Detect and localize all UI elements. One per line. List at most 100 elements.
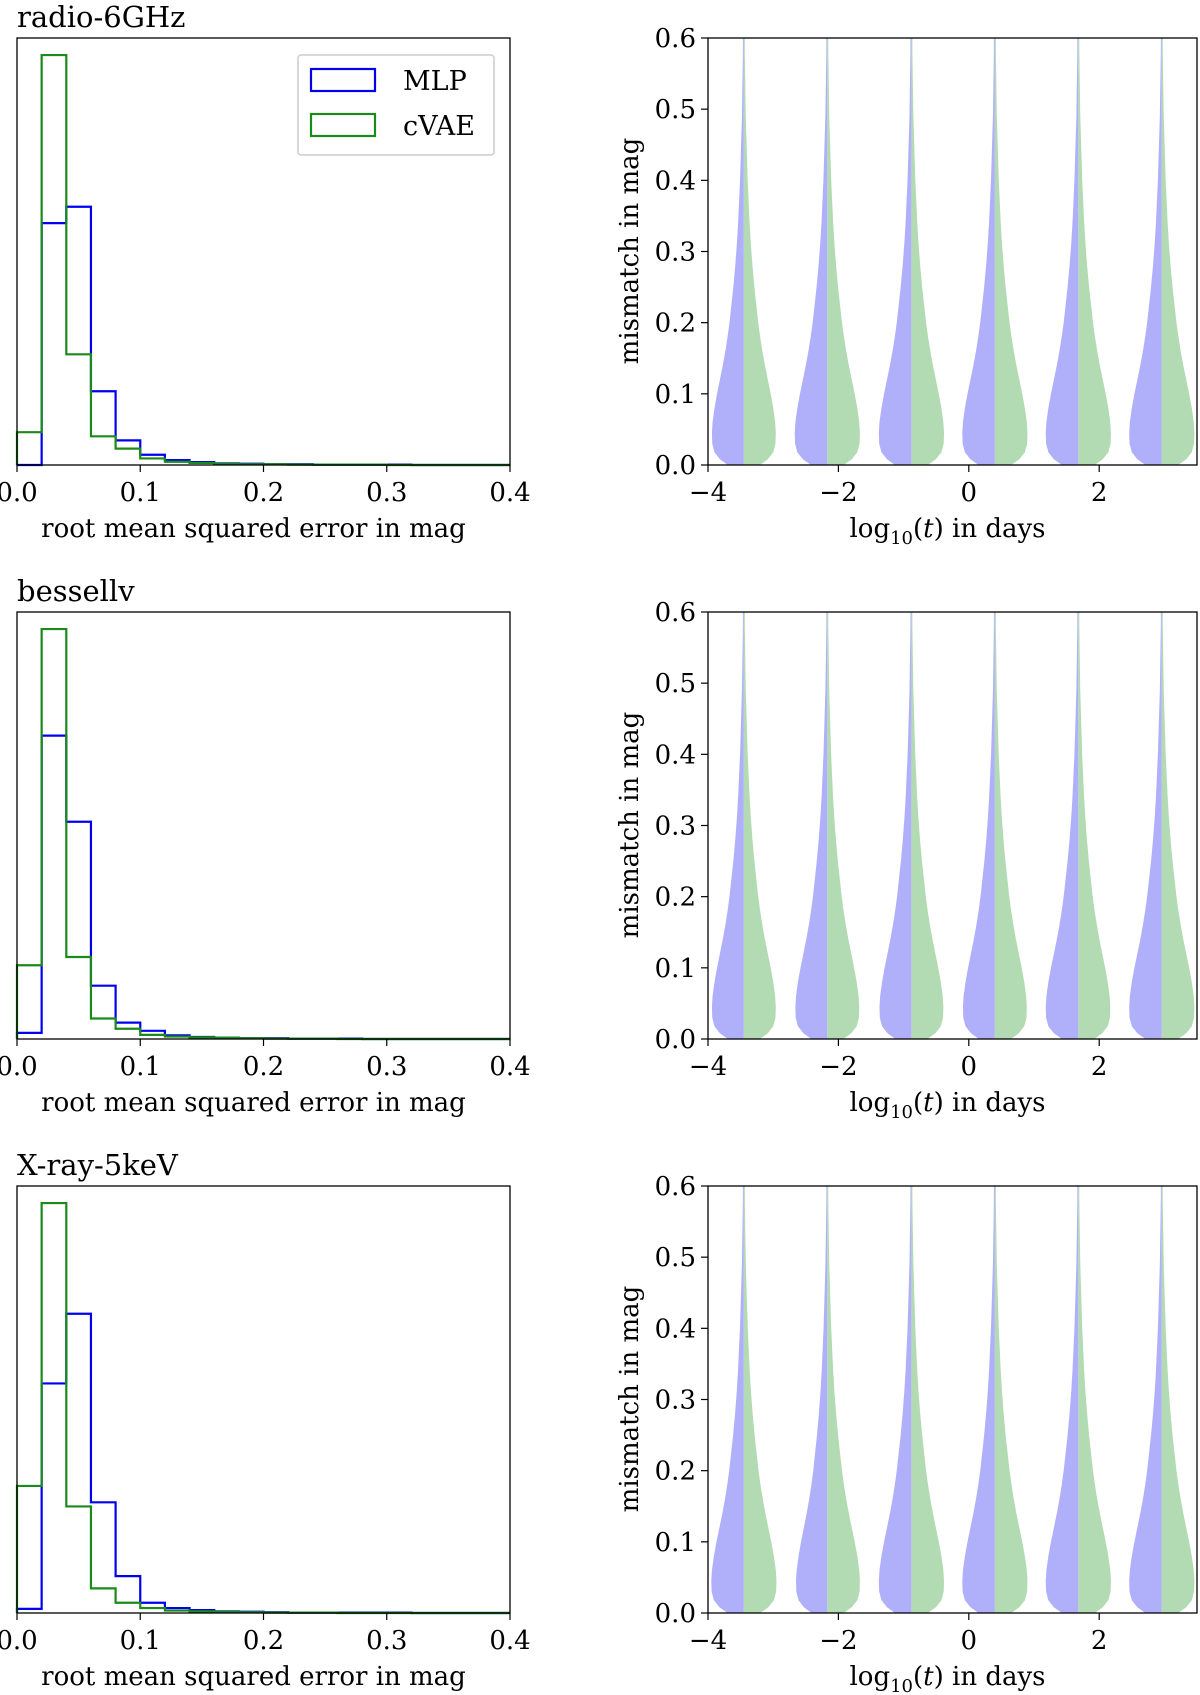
- x-axis-label: log10(t) in days: [849, 1088, 1045, 1123]
- axes-frame: [707, 37, 1198, 466]
- x-tick-label: −2: [819, 1626, 857, 1656]
- histogram-panel: X-ray-5keV 0.0 0.1 0.2 0.3 0.4 root mean squar…: [0, 1148, 531, 1692]
- y-tick-label: 0.6: [655, 24, 696, 54]
- y-tick-label: 0.5: [655, 1243, 696, 1273]
- violin-cvae: [827, 38, 860, 465]
- legend-box: [297, 54, 495, 156]
- x-axis-label: root mean squared error in mag: [41, 1662, 466, 1692]
- violin-cvae: [994, 1186, 1028, 1613]
- x-axis-label: log10(t) in days: [849, 514, 1045, 549]
- x-axis-label: root mean squared error in mag: [41, 514, 466, 544]
- violin-panel: 0.0 0.1 0.2 0.3 0.4 0.5 0.6 −4 −2 0 2 mismatch in m…: [615, 24, 1198, 549]
- x-tick-label: −4: [689, 1052, 727, 1082]
- violin-cvae: [827, 1186, 860, 1613]
- histogram-panel: radio-6GHz 0.0 0.1 0.2 0.3 0.4 root mean squar…: [0, 0, 531, 544]
- x-tick-label: 0.2: [243, 478, 284, 508]
- x-tick-label: 0.4: [489, 478, 530, 508]
- x-tick-label: 0: [961, 1052, 978, 1082]
- violin-cvae: [1078, 1186, 1111, 1613]
- violin-cvae: [743, 38, 776, 465]
- violin-mlp: [879, 612, 912, 1039]
- y-axis-label: mismatch in mag: [615, 1286, 645, 1513]
- violin-cvae: [743, 612, 776, 1039]
- y-tick-label: 0.3: [655, 238, 696, 268]
- y-tick-label: 0.5: [655, 95, 696, 125]
- x-tick-label: 0.0: [0, 478, 38, 508]
- y-tick-label: 0.0: [655, 1599, 696, 1629]
- violin-mlp: [794, 38, 828, 465]
- y-axis-label: mismatch in mag: [615, 138, 645, 365]
- violin-cvae: [911, 1186, 945, 1613]
- y-tick-label: 0.2: [655, 1457, 696, 1487]
- y-tick-label: 0.0: [655, 1025, 696, 1055]
- x-tick-label: 0.3: [366, 1626, 407, 1656]
- legend-swatch-mlp: [309, 67, 377, 93]
- violin-mlp: [796, 1186, 828, 1613]
- y-tick-label: 0.6: [655, 598, 696, 628]
- violin-mlp: [711, 38, 744, 465]
- y-tick-label: 0.3: [655, 1386, 696, 1416]
- violin-mlp: [1129, 1186, 1162, 1613]
- y-tick-label: 0.0: [655, 451, 696, 481]
- x-tick-label: −4: [689, 478, 727, 508]
- violin-cvae: [994, 612, 1027, 1039]
- x-tick-label: 0.1: [120, 478, 161, 508]
- violin-cvae: [743, 1186, 777, 1613]
- violin-mlp: [1129, 612, 1162, 1039]
- x-tick-label: 0.1: [120, 1052, 161, 1082]
- x-axis-label: root mean squared error in mag: [41, 1088, 466, 1118]
- panel-title: bessellv: [17, 574, 135, 608]
- violin-mlp: [1129, 38, 1162, 465]
- y-tick-label: 0.4: [655, 740, 696, 770]
- x-axis-label: log10(t) in days: [849, 1662, 1045, 1695]
- violin-mlp: [878, 1186, 912, 1613]
- x-tick-label: 0: [961, 1626, 978, 1656]
- violin-mlp: [1045, 612, 1079, 1039]
- x-tick-label: 0.2: [243, 1052, 284, 1082]
- x-tick-label: −2: [819, 1052, 857, 1082]
- violin-mlp: [962, 612, 995, 1039]
- violin-mlp: [962, 38, 995, 465]
- legend-swatch-cvae: [309, 112, 377, 138]
- y-tick-label: 0.2: [655, 883, 696, 913]
- violin-panel: 0.0 0.1 0.2 0.3 0.4 0.5 0.6 −4 −2 0 2 mismatch in m…: [615, 598, 1198, 1123]
- violin-cvae: [1161, 38, 1195, 465]
- x-tick-label: 2: [1091, 1626, 1108, 1656]
- violin-panel: 0.0 0.1 0.2 0.3 0.4 0.5 0.6 −4 −2 0 2 mismatch in m…: [615, 1172, 1198, 1695]
- violin-cvae: [911, 612, 944, 1039]
- axes-frame: [707, 611, 1198, 1040]
- y-tick-label: 0.6: [655, 1172, 696, 1202]
- histogram-panel: bessellv 0.0 0.1 0.2 0.3 0.4 root mean squared…: [0, 574, 531, 1118]
- x-tick-label: 2: [1091, 478, 1108, 508]
- violin-cvae: [827, 612, 860, 1039]
- y-tick-label: 0.2: [655, 309, 696, 339]
- violin-cvae: [911, 38, 945, 465]
- y-axis-label: mismatch in mag: [615, 712, 645, 939]
- legend-label-cvae: cVAE: [403, 111, 475, 142]
- x-tick-label: −4: [689, 1626, 727, 1656]
- legend-label-mlp: MLP: [403, 66, 467, 97]
- x-tick-label: −2: [819, 478, 857, 508]
- violin-mlp: [962, 1186, 995, 1613]
- violin-mlp: [878, 38, 912, 465]
- y-tick-label: 0.1: [655, 1528, 696, 1558]
- violin-mlp: [1045, 38, 1079, 465]
- violin-cvae: [1078, 612, 1111, 1039]
- x-tick-label: 0.0: [0, 1052, 38, 1082]
- panel-title: radio-6GHz: [17, 0, 185, 34]
- violin-mlp: [711, 612, 744, 1039]
- x-tick-label: 0.4: [489, 1626, 530, 1656]
- violin-mlp: [1045, 1186, 1079, 1613]
- x-tick-label: 2: [1091, 1052, 1108, 1082]
- y-tick-label: 0.3: [655, 812, 696, 842]
- violin-cvae: [1078, 38, 1111, 465]
- axes-frame: [707, 1185, 1198, 1614]
- y-tick-label: 0.1: [655, 954, 696, 984]
- x-tick-label: 0.4: [489, 1052, 530, 1082]
- y-tick-label: 0.5: [655, 669, 696, 699]
- x-tick-label: 0: [961, 478, 978, 508]
- violin-mlp: [711, 1186, 744, 1613]
- panel-title: X-ray-5keV: [17, 1148, 179, 1182]
- violin-cvae: [1161, 612, 1195, 1039]
